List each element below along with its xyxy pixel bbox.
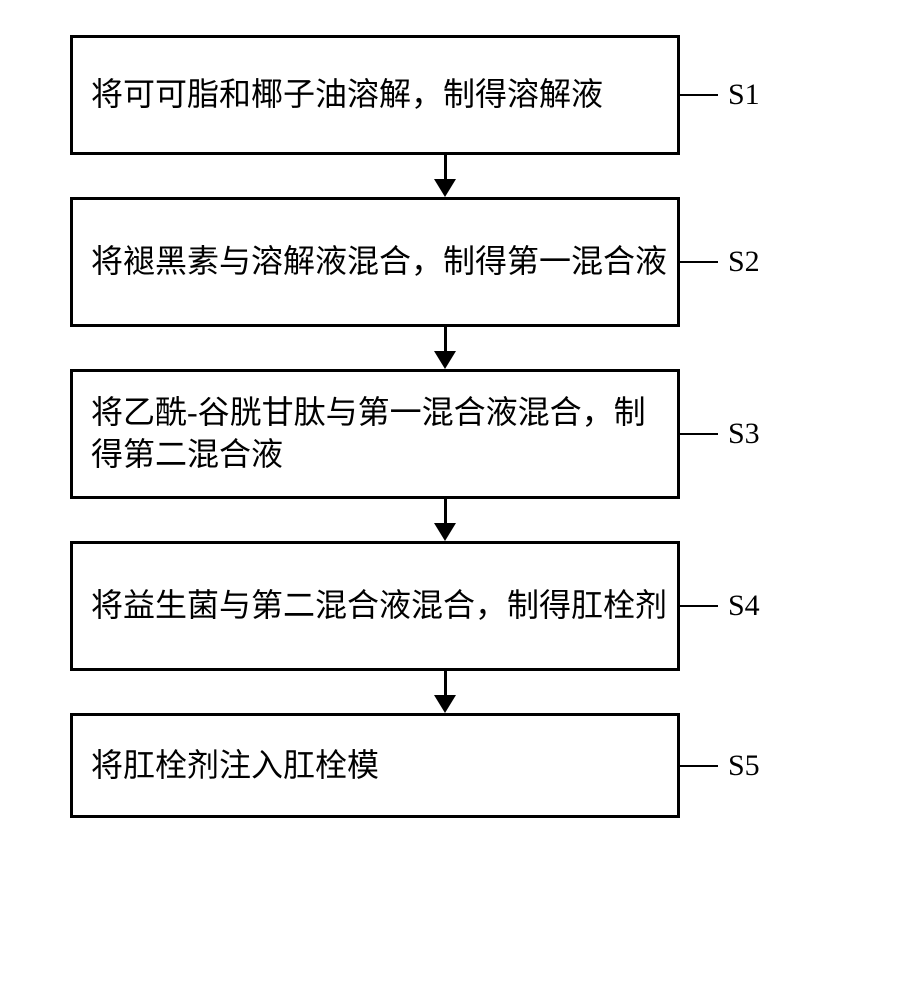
step-box-1: 将可可脂和椰子油溶解，制得溶解液	[70, 35, 680, 155]
step-box-5: 将肛栓剂注入肛栓模	[70, 713, 680, 818]
step-row-1: 将可可脂和椰子油溶解，制得溶解液 S1	[70, 35, 850, 155]
label-tick	[680, 433, 718, 435]
arrow-4	[70, 671, 680, 713]
label-tick	[680, 261, 718, 263]
step-row-5: 将肛栓剂注入肛栓模 S5	[70, 713, 850, 818]
arrow-line	[444, 155, 447, 179]
step-label-4: S4	[728, 589, 760, 623]
arrow-head-icon	[434, 523, 456, 541]
arrow-head-icon	[434, 351, 456, 369]
arrow-3	[70, 499, 680, 541]
step-label-3: S3	[728, 417, 760, 451]
label-tick	[680, 605, 718, 607]
step-text: 将肛栓剂注入肛栓模	[91, 745, 379, 787]
arrow-line	[444, 499, 447, 523]
step-text: 将可可脂和椰子油溶解，制得溶解液	[91, 74, 603, 116]
step-text: 将益生菌与第二混合液混合，制得肛栓剂	[91, 585, 667, 627]
step-row-4: 将益生菌与第二混合液混合，制得肛栓剂 S4	[70, 541, 850, 671]
step-text: 将乙酰-谷胱甘肽与第一混合液混合，制得第二混合液	[91, 392, 667, 475]
arrow-1	[70, 155, 680, 197]
step-label-2: S2	[728, 245, 760, 279]
step-text: 将褪黑素与溶解液混合，制得第一混合液	[91, 241, 667, 283]
arrow-line	[444, 671, 447, 695]
step-box-4: 将益生菌与第二混合液混合，制得肛栓剂	[70, 541, 680, 671]
step-label-1: S1	[728, 78, 760, 112]
label-tick	[680, 94, 718, 96]
step-box-3: 将乙酰-谷胱甘肽与第一混合液混合，制得第二混合液	[70, 369, 680, 499]
step-label-5: S5	[728, 749, 760, 783]
arrow-line	[444, 327, 447, 351]
flowchart-container: 将可可脂和椰子油溶解，制得溶解液 S1 将褪黑素与溶解液混合，制得第一混合液 S2 将乙…	[70, 35, 850, 818]
arrow-head-icon	[434, 695, 456, 713]
step-row-2: 将褪黑素与溶解液混合，制得第一混合液 S2	[70, 197, 850, 327]
step-box-2: 将褪黑素与溶解液混合，制得第一混合液	[70, 197, 680, 327]
arrow-head-icon	[434, 179, 456, 197]
label-tick	[680, 765, 718, 767]
step-row-3: 将乙酰-谷胱甘肽与第一混合液混合，制得第二混合液 S3	[70, 369, 850, 499]
arrow-2	[70, 327, 680, 369]
